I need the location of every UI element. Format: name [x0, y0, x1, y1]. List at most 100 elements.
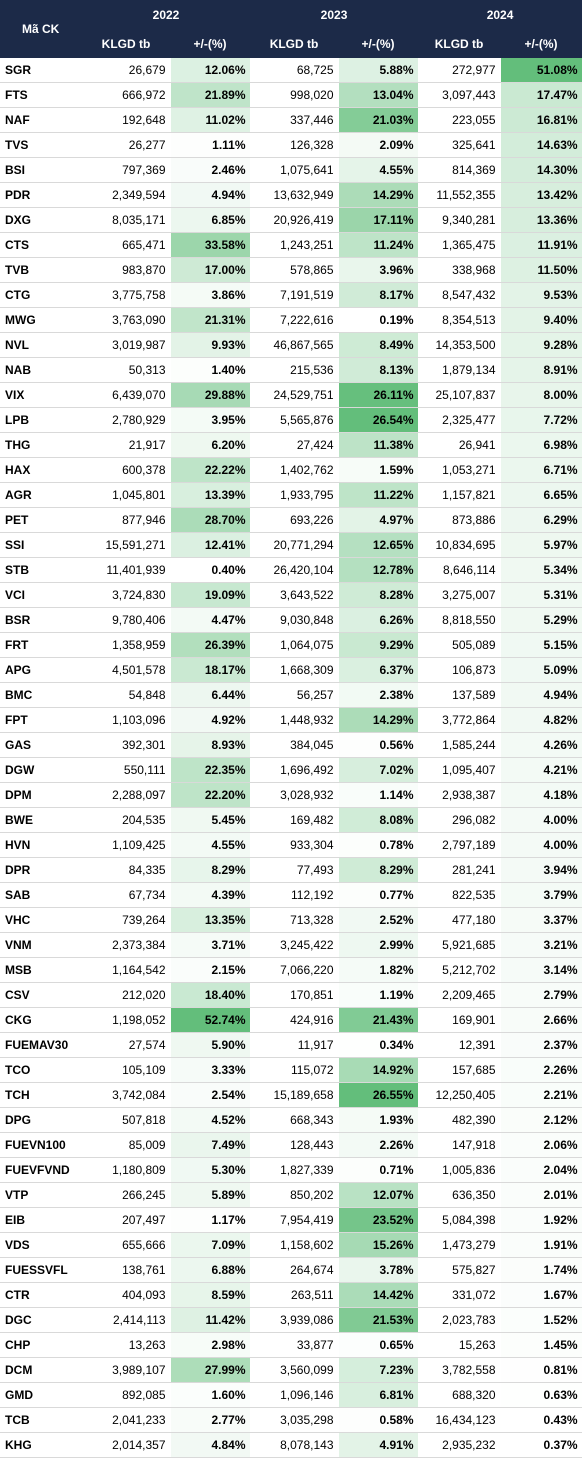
volume: 668,343 [250, 1107, 339, 1133]
ticker: TCB [0, 1407, 82, 1433]
change: 1.67% [499, 1282, 582, 1308]
volume: 24,529,751 [250, 382, 339, 408]
year-header: 2024 [418, 0, 582, 29]
volume: 46,867,565 [250, 332, 339, 358]
change: 8.29% [337, 857, 419, 883]
table-row: DPM 2,288,097 22.20% 3,028,932 1.14% 2,938,38… [0, 782, 582, 808]
volume: 2,935,232 [418, 1432, 501, 1458]
table-row: DPG 507,818 4.52% 668,343 1.93% 482,390 2.12% [0, 1107, 582, 1133]
volume: 13,263 [82, 1332, 170, 1358]
volume: 1,064,075 [250, 632, 339, 658]
change: 3.71% [169, 932, 251, 958]
volume: 20,926,419 [250, 207, 339, 233]
ticker: TVS [0, 132, 82, 158]
subheader: +/-(%) [170, 29, 251, 58]
ticker: SGR [0, 58, 82, 83]
change: 3.79% [499, 882, 582, 908]
volume: 2,023,783 [418, 1307, 501, 1333]
volume: 2,373,384 [82, 932, 170, 958]
change: 9.53% [499, 282, 582, 308]
code-header: Mã CK [0, 0, 82, 58]
subheader: +/-(%) [338, 29, 419, 58]
volume: 1,157,821 [418, 482, 501, 508]
ticker: CTG [0, 282, 82, 308]
change: 17.00% [169, 257, 251, 283]
volume: 1,158,602 [250, 1232, 339, 1258]
ticker: NAF [0, 107, 82, 133]
volume: 666,972 [82, 82, 170, 108]
table-row: THG 21,917 6.20% 27,424 11.38% 26,941 6.98% [0, 432, 582, 458]
year-header: 2022 [82, 0, 251, 29]
ticker: TCO [0, 1057, 82, 1083]
change: 52.74% [169, 1007, 251, 1033]
change: 8.91% [499, 357, 582, 383]
volume: 3,763,090 [82, 307, 170, 333]
volume: 814,369 [418, 157, 501, 183]
change: 11.24% [337, 232, 419, 258]
change: 6.44% [169, 682, 251, 708]
volume: 15,189,658 [250, 1082, 339, 1108]
ticker: FRT [0, 632, 82, 658]
volume: 8,818,550 [418, 607, 501, 633]
volume: 6,439,070 [82, 382, 170, 408]
volume: 212,020 [82, 982, 170, 1008]
change: 28.70% [169, 507, 251, 533]
volume: 331,072 [418, 1282, 501, 1308]
change: 14.30% [499, 157, 582, 183]
change: 11.50% [499, 257, 582, 283]
table-row: HVN 1,109,425 4.55% 933,304 0.78% 2,797,189 4.… [0, 832, 582, 858]
change: 4.84% [169, 1432, 251, 1458]
ticker: NAB [0, 357, 82, 383]
change: 21.03% [337, 107, 419, 133]
volume: 263,511 [250, 1282, 339, 1308]
volume: 392,301 [82, 732, 170, 758]
volume: 739,264 [82, 907, 170, 933]
change: 4.26% [499, 732, 582, 758]
change: 13.35% [169, 907, 251, 933]
change: 4.55% [169, 832, 251, 858]
ticker: PET [0, 507, 82, 533]
subheader-row: KLGD tb +/-(%) KLGD tb +/-(%) KLGD tb +/-(%) [0, 29, 582, 58]
table-row: VHC 739,264 13.35% 713,328 2.52% 477,180 3.37% [0, 907, 582, 933]
change: 14.92% [337, 1057, 419, 1083]
table-row: FPT 1,103,096 4.92% 1,448,932 14.29% 3,772,86… [0, 707, 582, 733]
table-row: BMC 54,848 6.44% 56,257 2.38% 137,589 4.94% [0, 682, 582, 708]
volume: 2,780,929 [82, 407, 170, 433]
change: 14.29% [337, 182, 419, 208]
change: 13.36% [499, 207, 582, 233]
volume: 873,886 [418, 507, 501, 533]
volume: 3,989,107 [82, 1357, 170, 1383]
volume: 207,497 [82, 1207, 170, 1233]
ticker: GAS [0, 732, 82, 758]
volume: 215,536 [250, 357, 339, 383]
change: 5.89% [169, 1182, 251, 1208]
change: 17.11% [337, 207, 419, 233]
ticker: VTP [0, 1182, 82, 1208]
ticker: NVL [0, 332, 82, 358]
change: 0.43% [499, 1407, 582, 1433]
table-row: NAF 192,648 11.02% 337,446 21.03% 223,055 16.8… [0, 107, 582, 133]
ticker: MWG [0, 307, 82, 333]
volume: 14,353,500 [418, 332, 501, 358]
change: 5.90% [169, 1032, 251, 1058]
change: 11.91% [499, 232, 582, 258]
volume: 1,879,134 [418, 357, 501, 383]
change: 8.93% [169, 732, 251, 758]
ticker: VCI [0, 582, 82, 608]
change: 51.08% [499, 58, 582, 83]
change: 6.20% [169, 432, 251, 458]
volume: 404,093 [82, 1282, 170, 1308]
volume: 1,075,641 [250, 157, 339, 183]
change: 13.39% [169, 482, 251, 508]
table-row: VTP 266,245 5.89% 850,202 12.07% 636,350 2.01% [0, 1182, 582, 1208]
change: 9.40% [499, 307, 582, 333]
table-row: LPB 2,780,929 3.95% 5,565,876 26.54% 2,325,47… [0, 407, 582, 433]
volume: 170,851 [250, 982, 339, 1008]
change: 7.49% [169, 1132, 251, 1158]
change: 2.26% [499, 1057, 582, 1083]
ticker: FUESSVFL [0, 1257, 82, 1283]
change: 0.71% [337, 1157, 419, 1183]
volume: 325,641 [418, 132, 501, 158]
change: 21.89% [169, 82, 251, 108]
change: 2.38% [337, 682, 419, 708]
